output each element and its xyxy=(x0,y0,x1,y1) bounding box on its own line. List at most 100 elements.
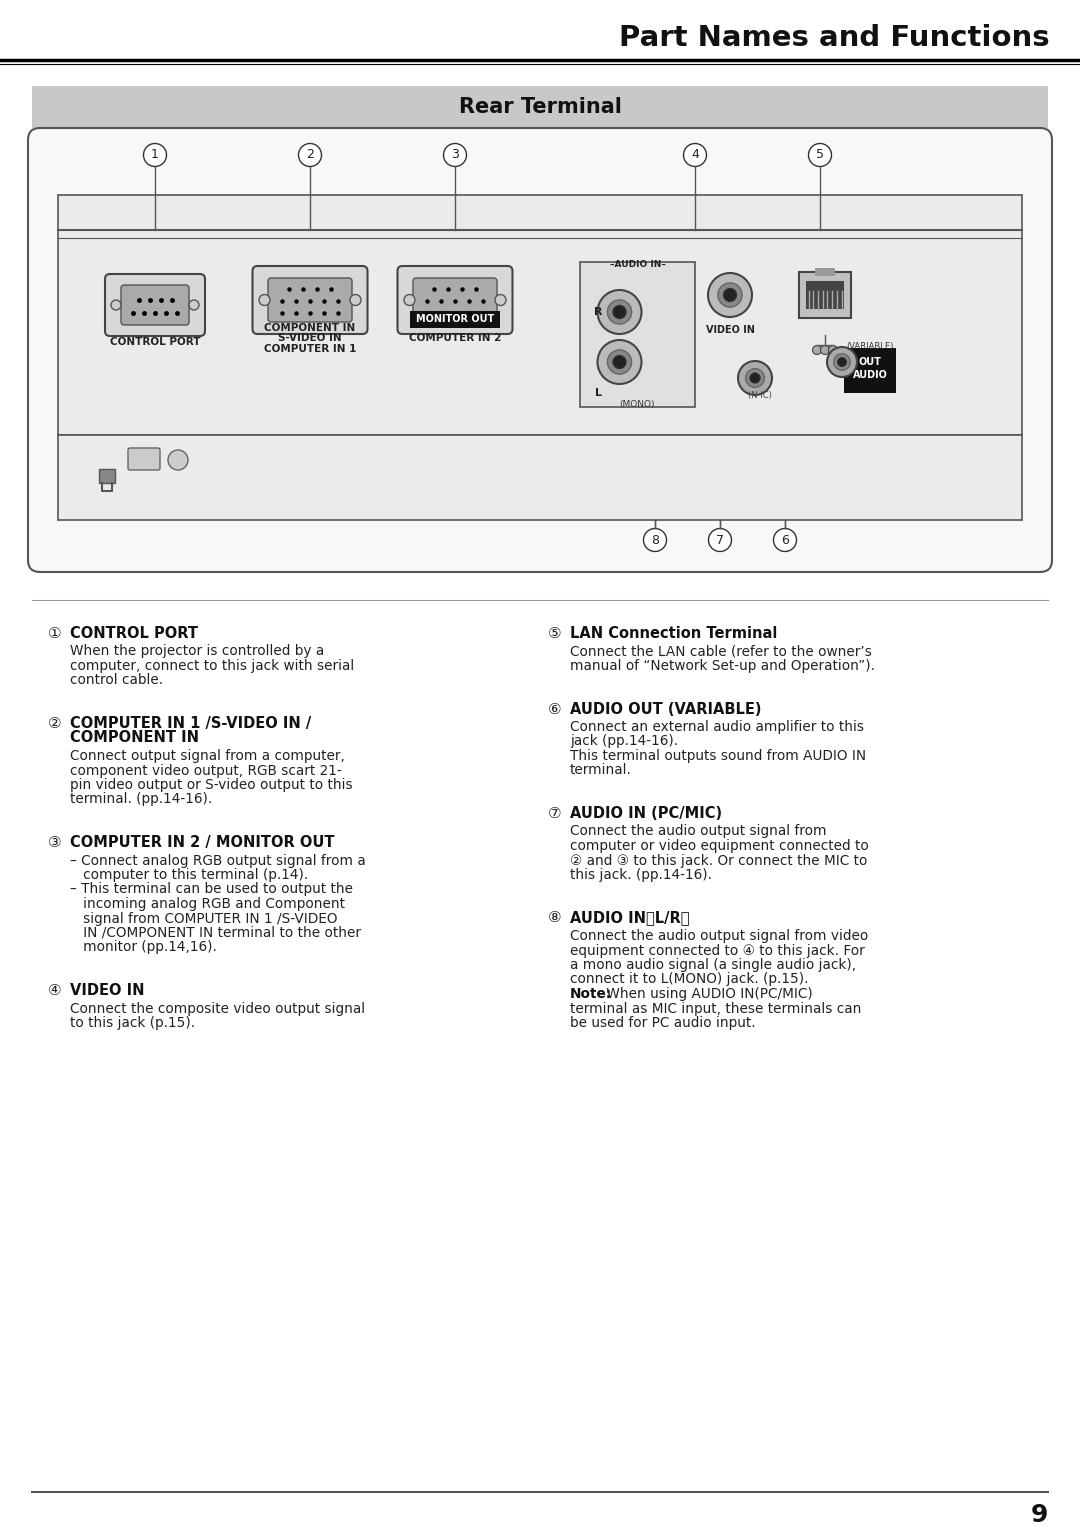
Text: ② and ③ to this jack. Or connect the MIC to: ② and ③ to this jack. Or connect the MIC… xyxy=(570,853,867,867)
FancyBboxPatch shape xyxy=(99,469,114,483)
Text: terminal as MIC input, these terminals can: terminal as MIC input, these terminals c… xyxy=(570,1002,862,1016)
Bar xyxy=(799,273,851,319)
Bar xyxy=(843,348,896,392)
Bar xyxy=(58,195,1022,435)
Text: Connect an external audio amplifier to this: Connect an external audio amplifier to t… xyxy=(570,720,864,734)
Text: connect it to L(MONO) jack. (p.15).: connect it to L(MONO) jack. (p.15). xyxy=(570,973,809,987)
Text: CONTROL PORT: CONTROL PORT xyxy=(110,337,200,348)
Text: ②: ② xyxy=(48,715,62,731)
Circle shape xyxy=(718,283,742,306)
Circle shape xyxy=(144,144,166,167)
Text: When using AUDIO IN(PC/MIC): When using AUDIO IN(PC/MIC) xyxy=(602,987,813,1000)
Text: to this jack (p.15).: to this jack (p.15). xyxy=(70,1016,195,1030)
Circle shape xyxy=(444,144,467,167)
Text: 2: 2 xyxy=(306,149,314,161)
Text: ⑥: ⑥ xyxy=(548,702,562,717)
Text: L: L xyxy=(594,388,602,398)
Text: 7: 7 xyxy=(716,533,724,547)
Text: pin video output or S-video output to this: pin video output or S-video output to th… xyxy=(70,778,353,792)
Text: be used for PC audio input.: be used for PC audio input. xyxy=(570,1016,756,1030)
Text: COMPUTER IN 2: COMPUTER IN 2 xyxy=(409,332,501,343)
Bar xyxy=(58,435,1022,519)
Circle shape xyxy=(350,294,361,305)
Text: AUDIO IN（L/R）: AUDIO IN（L/R） xyxy=(570,910,689,925)
Text: ①: ① xyxy=(48,627,62,640)
Text: a mono audio signal (a single audio jack),: a mono audio signal (a single audio jack… xyxy=(570,958,856,971)
Text: – This terminal can be used to output the: – This terminal can be used to output th… xyxy=(70,882,353,896)
Text: computer to this terminal (p.14).: computer to this terminal (p.14). xyxy=(70,869,308,882)
Text: Connect the composite video output signal: Connect the composite video output signa… xyxy=(70,1002,365,1016)
FancyBboxPatch shape xyxy=(129,447,160,470)
Text: COMPONENT IN: COMPONENT IN xyxy=(265,323,355,332)
Text: 6: 6 xyxy=(781,533,788,547)
Circle shape xyxy=(259,294,270,305)
Text: – Connect analog RGB output signal from a: – Connect analog RGB output signal from … xyxy=(70,853,366,867)
Text: control cable.: control cable. xyxy=(70,674,163,688)
Circle shape xyxy=(404,294,415,305)
Text: VIDEO IN: VIDEO IN xyxy=(705,325,755,336)
Circle shape xyxy=(821,346,829,354)
FancyBboxPatch shape xyxy=(28,129,1052,571)
Text: When the projector is controlled by a: When the projector is controlled by a xyxy=(70,645,324,659)
Circle shape xyxy=(827,348,858,377)
Circle shape xyxy=(745,369,765,388)
Bar xyxy=(580,262,696,408)
FancyBboxPatch shape xyxy=(268,277,352,322)
Text: 8: 8 xyxy=(651,533,659,547)
Text: manual of “Network Set-up and Operation”).: manual of “Network Set-up and Operation”… xyxy=(570,659,875,673)
FancyBboxPatch shape xyxy=(105,274,205,336)
Text: ③: ③ xyxy=(48,835,62,850)
Circle shape xyxy=(644,529,666,552)
Text: computer or video equipment connected to: computer or video equipment connected to xyxy=(570,840,868,853)
Circle shape xyxy=(298,144,322,167)
Text: 9: 9 xyxy=(1030,1503,1048,1527)
Circle shape xyxy=(189,300,199,309)
Text: Rear Terminal: Rear Terminal xyxy=(459,97,621,116)
Text: 5: 5 xyxy=(816,149,824,161)
Text: AUDIO: AUDIO xyxy=(852,371,888,380)
FancyBboxPatch shape xyxy=(253,267,367,334)
Text: Part Names and Functions: Part Names and Functions xyxy=(619,25,1050,52)
Text: jack (pp.14-16).: jack (pp.14-16). xyxy=(570,734,678,749)
Circle shape xyxy=(809,144,832,167)
Text: S-VIDEO IN: S-VIDEO IN xyxy=(279,332,341,343)
Text: COMPUTER IN 1 /S-VIDEO IN /: COMPUTER IN 1 /S-VIDEO IN / xyxy=(70,715,311,731)
Circle shape xyxy=(834,354,850,371)
Text: (MONO): (MONO) xyxy=(620,400,656,409)
Circle shape xyxy=(607,300,632,325)
Text: COMPONENT IN: COMPONENT IN xyxy=(70,731,199,746)
Text: 3: 3 xyxy=(451,149,459,161)
Text: LAN Connection Terminal: LAN Connection Terminal xyxy=(570,627,778,640)
Text: 4: 4 xyxy=(691,149,699,161)
Text: –AUDIO IN–: –AUDIO IN– xyxy=(609,260,665,270)
Circle shape xyxy=(812,346,822,354)
Circle shape xyxy=(168,450,188,470)
Text: Connect output signal from a computer,: Connect output signal from a computer, xyxy=(70,749,345,763)
Text: R: R xyxy=(594,306,603,317)
Text: VIDEO IN: VIDEO IN xyxy=(70,984,145,997)
FancyBboxPatch shape xyxy=(32,86,1048,129)
Circle shape xyxy=(724,288,737,302)
Text: component video output, RGB scart 21-: component video output, RGB scart 21- xyxy=(70,763,341,778)
Text: monitor (pp.14,16).: monitor (pp.14,16). xyxy=(70,941,217,954)
Text: AUDIO OUT (VARIABLE): AUDIO OUT (VARIABLE) xyxy=(570,702,761,717)
Text: IN /COMPONENT IN terminal to the other: IN /COMPONENT IN terminal to the other xyxy=(70,925,361,941)
Text: CONTROL PORT: CONTROL PORT xyxy=(70,627,198,640)
Text: Connect the LAN cable (refer to the owner’s: Connect the LAN cable (refer to the owne… xyxy=(570,645,872,659)
Circle shape xyxy=(837,357,847,366)
Text: Connect the audio output signal from video: Connect the audio output signal from vid… xyxy=(570,928,868,944)
Bar xyxy=(410,311,500,328)
Circle shape xyxy=(613,355,626,369)
Text: (N IC): (N IC) xyxy=(748,391,772,400)
Text: computer, connect to this jack with serial: computer, connect to this jack with seri… xyxy=(70,659,354,673)
Circle shape xyxy=(708,529,731,552)
Text: terminal. (pp.14-16).: terminal. (pp.14-16). xyxy=(70,792,213,806)
Text: ⑤: ⑤ xyxy=(548,627,562,640)
Text: AUDIO IN (PC/MIC): AUDIO IN (PC/MIC) xyxy=(570,806,723,821)
Circle shape xyxy=(597,290,642,334)
Text: ④: ④ xyxy=(48,984,62,997)
Circle shape xyxy=(613,305,626,319)
FancyBboxPatch shape xyxy=(397,267,513,334)
Circle shape xyxy=(828,346,837,354)
Text: terminal.: terminal. xyxy=(570,763,632,778)
